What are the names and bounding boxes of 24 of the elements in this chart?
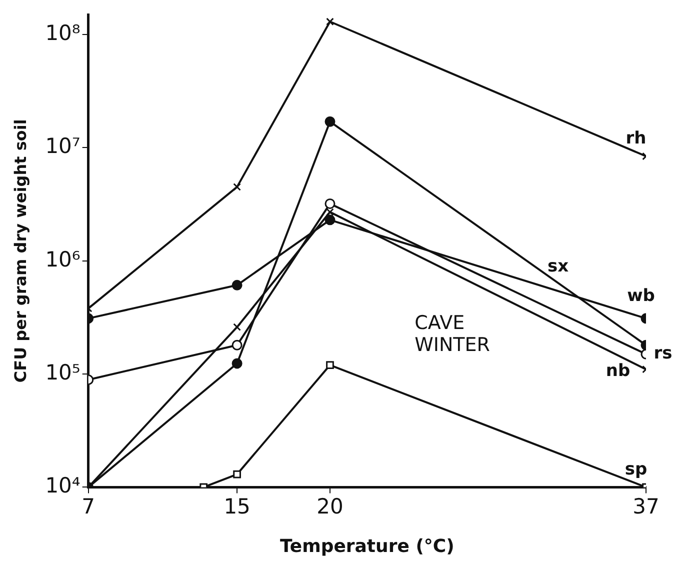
series-label: rs: [654, 344, 672, 364]
annotation: CAVE WINTER: [414, 312, 490, 356]
y-tick-label: 10⁸: [45, 20, 80, 45]
point: [233, 470, 241, 478]
point: [233, 323, 241, 331]
y-tick-label: 10⁶: [45, 247, 80, 272]
point: [324, 116, 336, 127]
point: [326, 208, 334, 216]
y-tick-label: 10⁵: [45, 360, 80, 384]
series-label: sp: [624, 460, 648, 480]
y-tick-label: 10⁴: [45, 474, 80, 498]
y-tick-label: 10⁷: [45, 134, 80, 158]
point: [232, 358, 242, 369]
series-label: nb: [606, 360, 630, 381]
x-tick-label: 37: [632, 494, 660, 518]
y-axis-title: CFU per gram dry weight soil: [10, 119, 30, 383]
series-label: rh: [626, 128, 646, 149]
x-tick-label: 15: [224, 494, 250, 518]
series-label: sx: [547, 256, 569, 277]
x-tick-label: 20: [316, 494, 344, 518]
x-axis-title: Temperature (°C): [280, 536, 454, 557]
series-label: wb: [627, 286, 655, 306]
x-tick-label: 7: [82, 494, 96, 518]
point: [326, 361, 334, 370]
